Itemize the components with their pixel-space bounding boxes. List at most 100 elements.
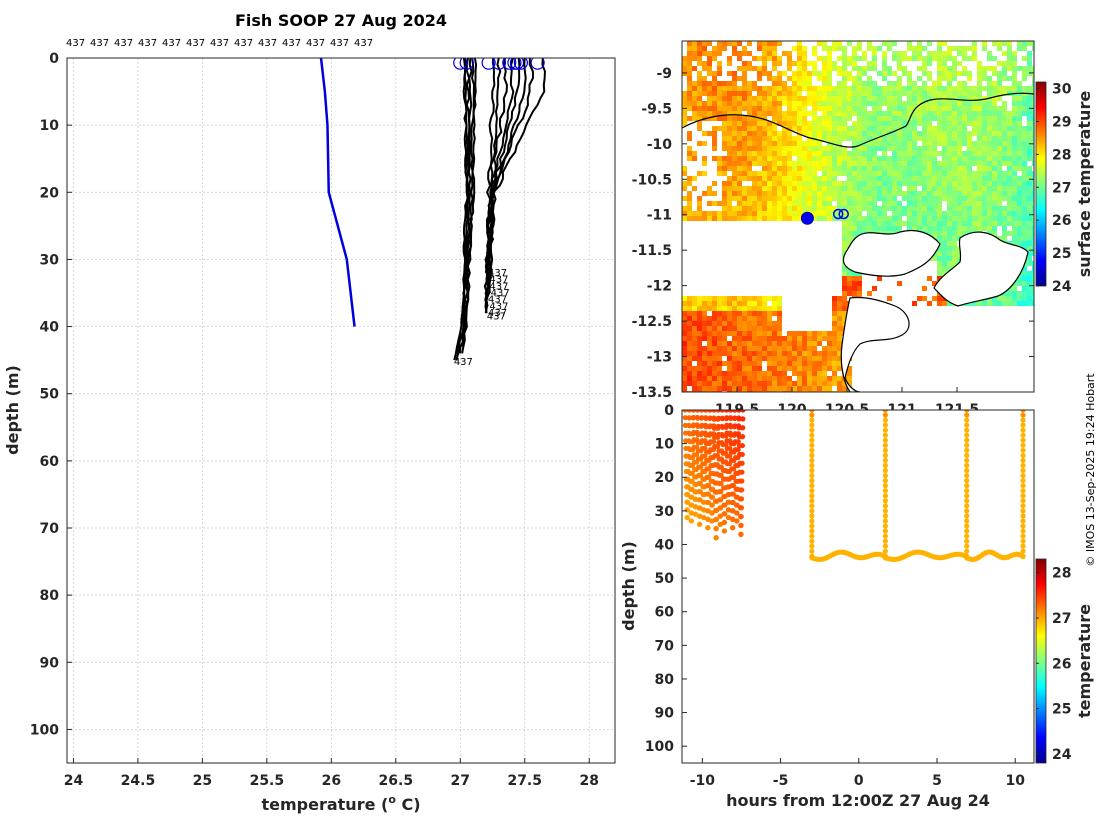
sst-cell [777,146,782,151]
sst-cell [762,306,767,311]
sst-cell [962,131,967,136]
sst-cell [752,316,757,321]
sst-cell [792,386,797,391]
sst-cell [882,166,887,171]
sst-cell [777,306,782,311]
sst-cell [887,41,892,46]
sst-cell [842,121,847,126]
sst-cell [802,196,807,201]
sst-cell [752,196,757,201]
sst-cell [1022,181,1027,186]
ts-point-427 [809,442,815,448]
ts-point-568 [964,437,970,443]
sst-cell [907,171,912,176]
sst-cell [697,76,702,81]
sst-cell [697,196,702,201]
sst-cell [1012,96,1017,101]
sst-cell [887,106,892,111]
sst-cell [892,51,897,56]
ts-point-506 [882,483,888,489]
sst-cell [837,306,842,311]
sst-cell [752,341,757,346]
sst-cell [852,156,857,161]
sst-cell [887,126,892,131]
sst-cell [937,226,942,231]
sst-cell [962,201,967,206]
sst-cell [1032,96,1034,101]
sst-cell [867,76,872,81]
temperature-colorbar-tick-label-2: 26 [1052,656,1071,672]
sst-cell [712,56,717,61]
ts-point-202 [708,494,715,500]
sst-cell [727,186,732,191]
sst-cell [747,131,752,136]
sst-cell [687,361,692,366]
sst-cell [822,216,827,221]
sst-cell [827,196,832,201]
sst-cell [692,371,697,376]
sst-cell [737,96,742,101]
sst-cell [862,216,867,221]
sst-cell [922,216,927,221]
sst-cell [797,191,802,196]
sst-cell [777,311,782,316]
sst-cell [972,161,977,166]
sst-cell [762,46,767,51]
sst-cell [1027,176,1032,181]
sst-cell [717,376,722,381]
sst-cell [832,121,837,126]
sst-cell [1027,211,1032,216]
ts-point-433 [809,472,815,479]
sst-cell [867,116,872,121]
sst-cell [1017,241,1022,246]
sst-cell [922,196,927,201]
sst-cell [872,226,877,231]
sst-cell [837,196,842,201]
sst-cell [837,96,842,101]
sst-cell [837,151,842,156]
sst-cell [832,376,837,381]
sst-cell [777,61,782,66]
sst-cell [907,181,912,186]
sst-cell [702,106,707,111]
sst-cell [987,111,992,116]
sst-cell [787,336,792,341]
sst-cell [992,111,997,116]
sst-cell [957,171,962,176]
sst-cell [1032,121,1034,126]
sst-cell [952,216,957,221]
sst-cell [857,176,862,181]
sst-cell [987,216,992,221]
sst-cell [772,141,777,146]
sst-cell [722,41,727,46]
sst-cell [972,131,977,136]
ts-point-108 [696,480,702,487]
sst-cell [807,171,812,176]
sst-cell [767,166,772,171]
sst-cell [992,296,997,301]
sst-cell [767,326,772,331]
sst-cell [862,151,867,156]
sst-cell [867,126,872,131]
sst-cell [1022,266,1027,271]
sst-cell [872,111,877,116]
sst-cell [907,86,912,91]
sst-cell [697,126,702,131]
sst-cell [982,216,987,221]
sst-cell [777,211,782,216]
sst-cell [742,91,747,96]
sst-cell [942,41,947,46]
sst-cell [717,106,722,111]
sst-cell [737,336,742,341]
sst-cell [767,366,772,371]
sst-cell [1002,206,1007,211]
sst-cell [1027,261,1032,266]
sst-cell [717,166,722,171]
sst-cell [1002,66,1007,71]
sst-cell [757,376,762,381]
sst-cell [887,216,892,221]
sst-cell [697,306,702,311]
sst-cell [762,196,767,201]
sst-cell [802,141,807,146]
